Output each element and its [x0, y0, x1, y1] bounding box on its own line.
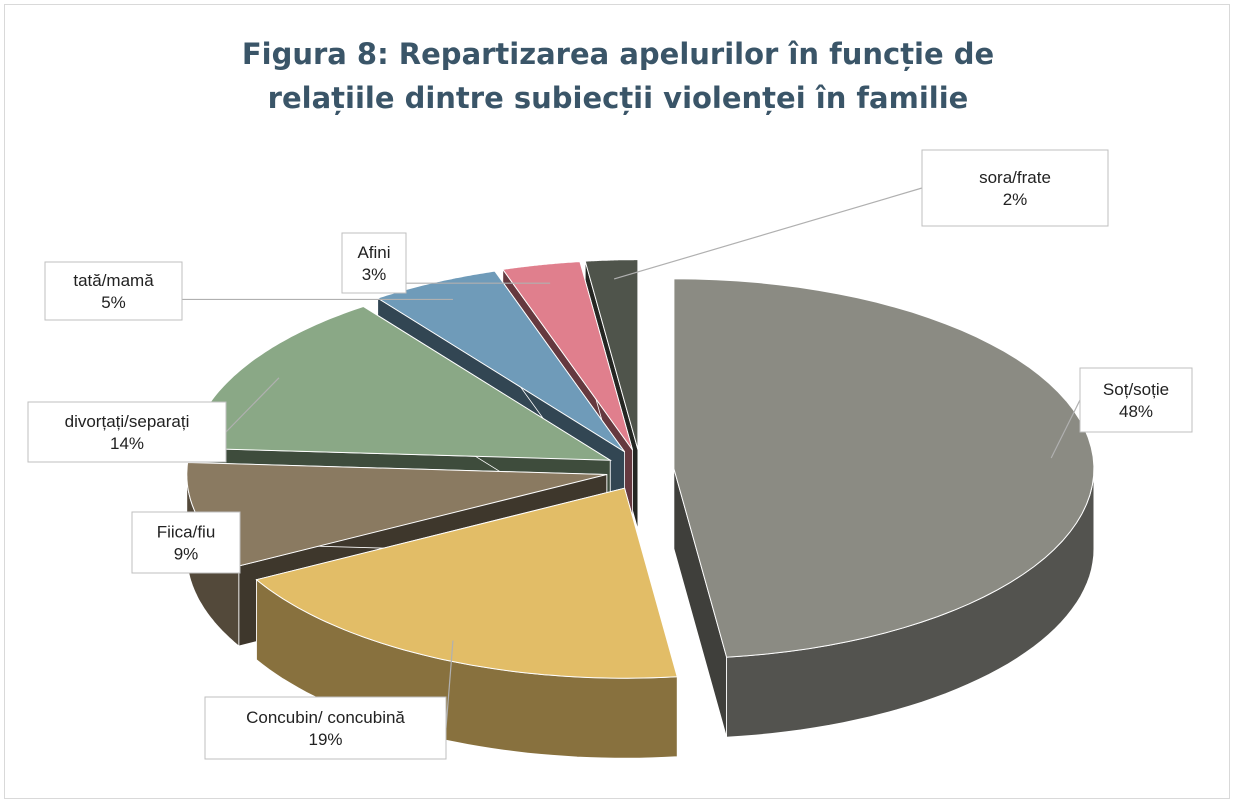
- label-value: 14%: [110, 434, 144, 453]
- label-box: [131, 511, 241, 574]
- slice-top: [584, 259, 639, 450]
- leader-line: [1050, 399, 1081, 459]
- label-value: 19%: [308, 730, 342, 749]
- chart-frame: [4, 4, 1230, 799]
- label-box: [27, 401, 227, 463]
- label-name: Fiica/fiu: [157, 523, 216, 542]
- label-value: 2%: [1003, 190, 1028, 209]
- label-value: 5%: [101, 293, 126, 312]
- slice-top: [501, 261, 634, 451]
- label-box: [921, 149, 1109, 227]
- leader-line: [613, 187, 923, 280]
- label-name: divorțați/separați: [65, 412, 190, 431]
- label-box: [1079, 367, 1193, 433]
- pie-slice: [673, 278, 1095, 738]
- label-name: tată/mamă: [73, 271, 154, 290]
- label-name: Soț/soție: [1103, 380, 1169, 399]
- label-name: Concubin/ concubină: [246, 708, 405, 727]
- label-value: 3%: [362, 265, 387, 284]
- label-box: [341, 232, 407, 294]
- label-box: [44, 261, 183, 321]
- label-value: 48%: [1119, 402, 1153, 421]
- label-value: 9%: [174, 545, 199, 564]
- leader-line: [225, 377, 280, 433]
- leader-line: [445, 640, 454, 729]
- chart-title: Figura 8: Repartizarea apelurilor în fun…: [241, 37, 995, 115]
- label-name: Afini: [357, 243, 390, 262]
- label-name: sora/frate: [979, 168, 1051, 187]
- slice-top: [255, 487, 678, 679]
- slice-top: [673, 278, 1095, 658]
- label-box: [204, 696, 447, 760]
